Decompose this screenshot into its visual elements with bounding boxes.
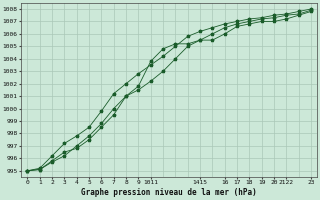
X-axis label: Graphe pression niveau de la mer (hPa): Graphe pression niveau de la mer (hPa): [81, 188, 257, 197]
